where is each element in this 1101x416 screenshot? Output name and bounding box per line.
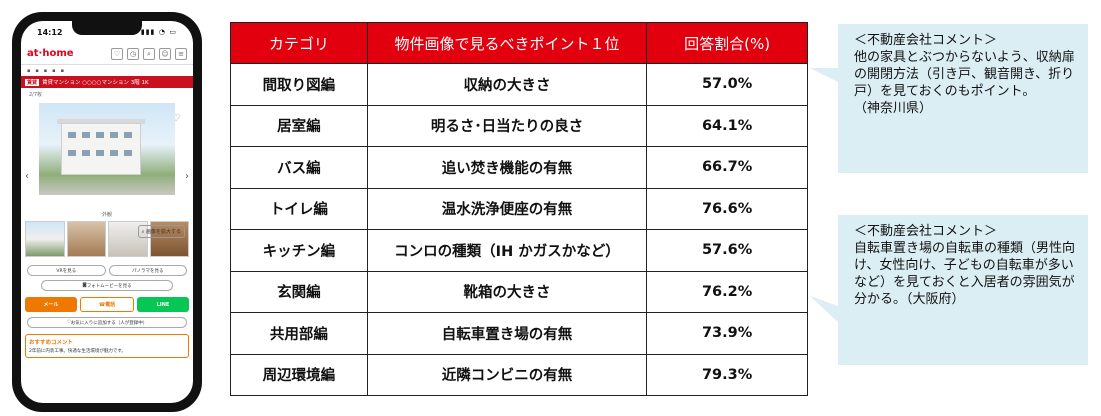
ratio-cell: 57.0% xyxy=(646,63,808,106)
point-cell: 収納の大きさ xyxy=(366,63,648,106)
point-cell: 追い焚き機能の有無 xyxy=(366,146,648,189)
category-cell: バス編 xyxy=(230,146,368,189)
add-favorite-button[interactable]: ♡ お気に入りに追加する（人が登録中） xyxy=(27,317,187,328)
header-ratio: 回答割合(%) xyxy=(646,22,808,64)
realtor-comment-callout: ＜不動産会社コメント＞ 自転車置き場の自転車の種類（男性向け、女性向け、子どもの… xyxy=(838,215,1088,365)
app-header: at·home ♡ ◷ ⌕ ☺ ≡ xyxy=(21,43,193,65)
sub-navigation: ▪ ▪ ▪ ▪ ▪ xyxy=(21,65,193,76)
point-cell: 近隣コンビニの有無 xyxy=(366,353,648,396)
category-cell: キッチン編 xyxy=(230,229,368,272)
table-row: 間取り図編 収納の大きさ 57.0% xyxy=(230,63,808,106)
table-row: 周辺環境編 近隣コンビニの有無 79.3% xyxy=(230,353,808,396)
subnav-dot[interactable]: ▪ xyxy=(27,67,31,74)
property-title-bar: 賃貸 賃貸マンション ○○○○マンション 3階 1K xyxy=(21,76,193,88)
category-cell: トイレ編 xyxy=(230,187,368,230)
header-category: カテゴリ xyxy=(230,22,368,64)
history-icon[interactable]: ◷ xyxy=(127,47,139,60)
panorama-button[interactable]: パノラマを見る xyxy=(108,265,187,276)
image-caption: 外観 xyxy=(101,212,112,218)
table-row: 玄関編 靴箱の大きさ 76.2% xyxy=(230,270,808,313)
heart-outline-icon: ♡ xyxy=(66,320,71,325)
ratio-cell: 64.1% xyxy=(646,104,808,147)
point-cell: 靴箱の大きさ xyxy=(366,270,648,313)
subnav-dot[interactable]: ▪ xyxy=(43,67,48,74)
point-cell: コンロの種類（IH かガスかなど） xyxy=(366,229,648,272)
photo-movie-label: フォトムービーを見る xyxy=(86,283,132,289)
category-cell: 共用部編 xyxy=(230,312,368,355)
ratio-cell: 76.6% xyxy=(646,187,808,230)
category-cell: 周辺環境編 xyxy=(230,353,368,396)
recommend-comment: おすすめコメント 2年前に内装工事。快適な生活環境が魅力です。 xyxy=(25,334,189,358)
thumbnail-room[interactable] xyxy=(66,221,106,257)
survey-table: カテゴリ 物件画像で見るべきポイント１位 回答割合(%) 間取り図編 収納の大きさ… xyxy=(230,22,808,396)
image-count: 2/7枚 xyxy=(29,92,43,98)
subnav-dot[interactable]: ▪ xyxy=(60,67,64,74)
category-cell: 居室編 xyxy=(230,104,368,147)
vr-button[interactable]: VRを見る xyxy=(27,265,106,276)
ratio-cell: 66.7% xyxy=(646,146,808,189)
ratio-cell: 57.6% xyxy=(646,229,808,272)
mail-button[interactable]: メール xyxy=(25,297,77,312)
recommend-text: 2年前に内装工事。快適な生活環境が魅力です。 xyxy=(29,349,126,354)
camera-icon: ◙ xyxy=(82,283,87,288)
view-buttons: VRを見る パノラマを見る xyxy=(21,265,193,276)
tel-label: 電話 xyxy=(105,302,116,308)
zoom-image-button[interactable]: ⌕ 画像を拡大する xyxy=(137,225,185,238)
next-arrow-icon[interactable]: › xyxy=(185,171,189,182)
header-point: 物件画像で見るべきポイント１位 xyxy=(366,22,648,64)
athome-logo[interactable]: at·home xyxy=(27,48,74,59)
thumbnail-exterior[interactable] xyxy=(25,221,65,257)
photo-movie-button[interactable]: ◙ フォトムービーを見る xyxy=(41,280,173,291)
ratio-cell: 73.9% xyxy=(646,312,808,355)
rental-tag: 賃貸 xyxy=(25,78,40,86)
recommend-title: おすすめコメント xyxy=(29,340,74,346)
table-header-row: カテゴリ 物件画像で見るべきポイント１位 回答割合(%) xyxy=(230,22,808,64)
building-image xyxy=(61,123,141,175)
panorama-button-label: パノラマを見る xyxy=(132,268,164,274)
subnav-dot[interactable]: ▪ xyxy=(52,67,56,74)
prev-arrow-icon[interactable]: ‹ xyxy=(25,171,29,182)
add-favorite-label: お気に入りに追加する（人が登録中） xyxy=(70,320,148,326)
phone-mockup: 14:12 ▮▮▮ ◔ ▭ at·home ♡ ◷ ⌕ ☺ ≡ ▪ ▪ ▪ ▪ ▪ 賃貸… xyxy=(12,12,202,412)
category-cell: 間取り図編 xyxy=(230,63,368,106)
menu-icon[interactable]: ≡ xyxy=(175,47,187,60)
line-button[interactable]: LINE xyxy=(137,297,189,312)
point-cell: 自転車置き場の有無 xyxy=(366,312,648,355)
subnav-dot[interactable]: ▪ xyxy=(35,67,39,74)
table-row: トイレ編 温水洗浄便座の有無 76.6% xyxy=(230,187,808,230)
table-row: 居室編 明るさ･日当たりの良さ 64.1% xyxy=(230,104,808,147)
mail-label: メール xyxy=(43,302,59,308)
search-icon[interactable]: ⌕ xyxy=(143,47,155,60)
heart-icon[interactable]: ♡ xyxy=(111,47,123,60)
phone-notch xyxy=(72,21,142,35)
property-main-image[interactable] xyxy=(39,103,175,195)
table-row: 共用部編 自転車置き場の有無 73.9% xyxy=(230,312,808,355)
status-time: 14:12 xyxy=(37,27,63,37)
ratio-cell: 76.2% xyxy=(646,270,808,313)
signal-icon: ▮▮▮ ◔ ▭ xyxy=(140,28,177,36)
category-cell: 玄関編 xyxy=(230,270,368,313)
table-row: キッチン編 コンロの種類（IH かガスかなど） 57.6% xyxy=(230,229,808,272)
phone-screen: 14:12 ▮▮▮ ◔ ▭ at·home ♡ ◷ ⌕ ☺ ≡ ▪ ▪ ▪ ▪ ▪ 賃貸… xyxy=(21,21,193,403)
contact-buttons: メール ☎ 電話 LINE xyxy=(21,297,193,312)
vr-button-label: VRを見る xyxy=(56,268,77,274)
building-roof xyxy=(57,119,145,124)
realtor-comment-callout: ＜不動産会社コメント＞ 他の家具とぶつからないよう、収納扉の開閉方法（引き戸、観… xyxy=(810,24,1088,173)
point-cell: 温水洗浄便座の有無 xyxy=(366,187,648,230)
table-row: バス編 追い焚き機能の有無 66.7% xyxy=(230,146,808,189)
zoom-label: 画像を拡大する xyxy=(145,229,181,235)
user-icon[interactable]: ☺ xyxy=(159,47,171,60)
point-cell: 明るさ･日当たりの良さ xyxy=(366,104,648,147)
status-bar: 14:12 ▮▮▮ ◔ ▭ xyxy=(21,21,193,43)
property-title: 賃貸マンション ○○○○マンション 3階 1K xyxy=(42,80,149,86)
line-label: LINE xyxy=(156,301,170,308)
tel-button[interactable]: ☎ 電話 xyxy=(80,297,134,312)
ratio-cell: 79.3% xyxy=(646,353,808,396)
phone-icon: ☎ xyxy=(98,301,106,308)
thumbnail-kitchen[interactable] xyxy=(108,221,148,257)
favorite-heart-icon[interactable]: ♡ xyxy=(171,113,181,124)
